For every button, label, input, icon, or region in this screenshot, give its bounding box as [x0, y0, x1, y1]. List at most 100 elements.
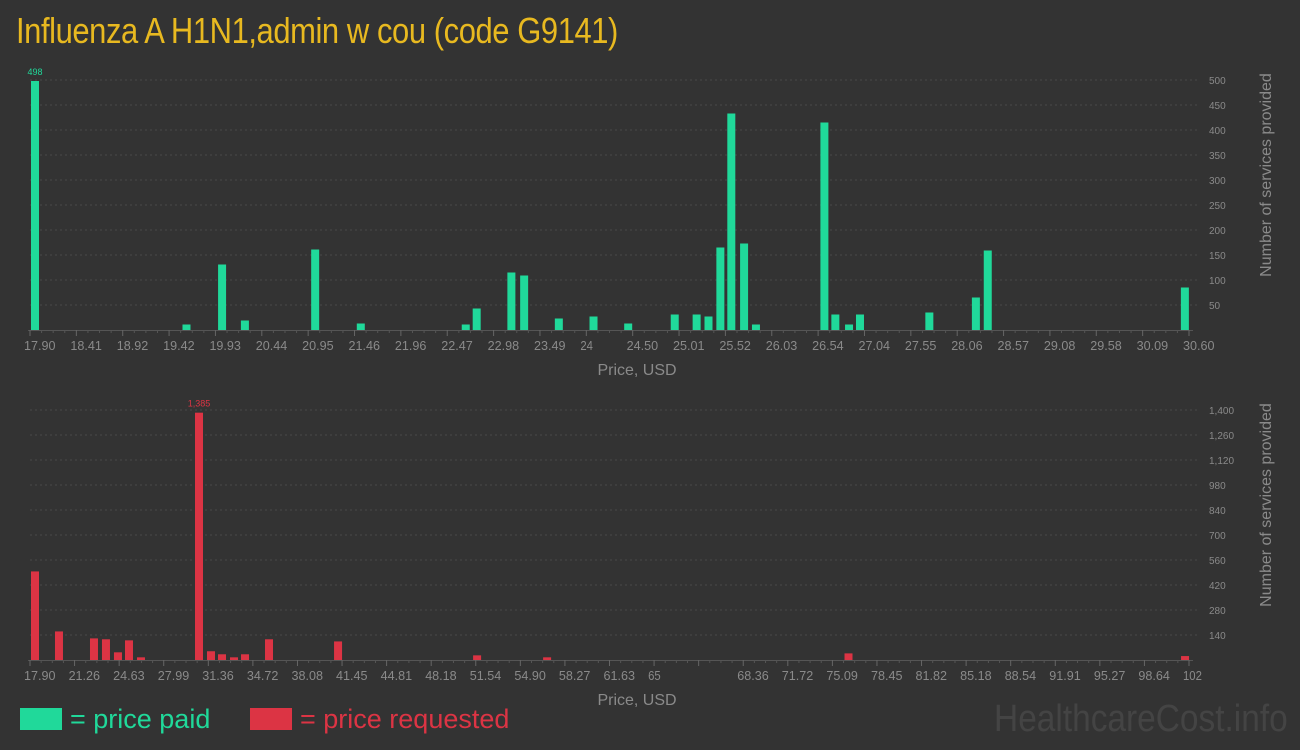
x-tick-label: 51.54	[470, 668, 502, 683]
bar	[241, 654, 250, 660]
y-tick-label: 300	[1209, 176, 1226, 187]
legend-paid: = price paid	[20, 704, 210, 734]
bar	[356, 323, 365, 330]
x-tick-label: 21.46	[349, 338, 381, 353]
bar	[1181, 656, 1190, 660]
x-tick-label: 29.58	[1090, 338, 1122, 353]
bar	[507, 272, 516, 330]
bar	[124, 640, 133, 660]
x-tick-label: 23.49	[534, 338, 566, 353]
bar	[1180, 287, 1189, 330]
y-tick-label: 420	[1209, 581, 1226, 592]
x-tick-label: 31.36	[202, 668, 234, 683]
bar	[31, 81, 39, 330]
x-tick-label: 65	[648, 668, 661, 683]
x-tick-label: 17.90	[24, 668, 56, 683]
bar	[589, 316, 598, 330]
bar	[194, 412, 203, 660]
x-tick-label: 28.57	[998, 338, 1030, 353]
bar	[670, 314, 679, 330]
x-tick-label: 25.01	[673, 338, 705, 353]
legend-requested: = price requested	[250, 704, 509, 734]
bar	[265, 639, 274, 660]
legend-paid-swatch	[20, 708, 62, 730]
x-tick-label: 26.54	[812, 338, 844, 353]
bar	[624, 323, 633, 330]
x-tick-label: 91.91	[1049, 668, 1081, 683]
bar	[473, 655, 482, 660]
x-tick-label: 24.63	[113, 668, 144, 683]
x-axis-title: Price, USD	[597, 362, 676, 379]
y-tick-label: 50	[1209, 301, 1221, 312]
y-tick-label: 140	[1209, 631, 1226, 642]
bar	[845, 324, 854, 330]
y-tick-label: 200	[1209, 226, 1226, 237]
y-tick-label: 1,260	[1209, 431, 1234, 442]
bar	[101, 639, 110, 660]
x-tick-label: 27.04	[858, 338, 890, 353]
x-axis-title: Price, USD	[597, 692, 676, 709]
x-tick-label: 24.50	[627, 338, 659, 353]
bar	[182, 324, 191, 330]
y-tick-label: 150	[1209, 251, 1226, 262]
y-tick-label: 1,400	[1209, 406, 1234, 417]
legend-requested-label: = price requested	[300, 703, 510, 734]
bar	[311, 249, 320, 330]
bar	[218, 654, 227, 660]
y-tick-label: 1,120	[1209, 456, 1234, 467]
y-axis-title: Number of services provided	[1258, 73, 1275, 277]
bar	[751, 324, 760, 330]
bar	[831, 314, 840, 330]
bar	[554, 318, 563, 330]
x-tick-label: 21.96	[395, 338, 427, 353]
x-tick-label: 18.92	[117, 338, 149, 353]
bar	[855, 314, 864, 330]
y-tick-label: 980	[1209, 481, 1226, 492]
bar	[692, 314, 701, 330]
x-tick-label: 21.26	[69, 668, 101, 683]
x-tick-label: 61.63	[604, 668, 636, 683]
watermark: HealthcareCost.info	[994, 698, 1288, 740]
bar	[240, 320, 249, 330]
y-tick-label: 560	[1209, 556, 1226, 567]
x-tick-label: 17.90	[24, 338, 56, 353]
bar	[971, 297, 980, 330]
x-tick-label: 22.47	[441, 338, 473, 353]
bar	[89, 638, 98, 660]
x-tick-label: 98.64	[1138, 668, 1170, 683]
x-tick-label: 22.98	[488, 338, 519, 353]
x-tick-label: 44.81	[381, 668, 413, 683]
x-tick-label: 58.27	[559, 668, 591, 683]
x-tick-label: 34.72	[247, 668, 279, 683]
x-tick-label: 41.45	[336, 668, 368, 683]
x-tick-label: 88.54	[1005, 668, 1037, 683]
x-tick-label: 29.08	[1044, 338, 1076, 353]
x-tick-label: 27.55	[905, 338, 937, 353]
bar	[820, 122, 829, 330]
x-tick-label: 19.93	[209, 338, 241, 353]
chart-price-requested: 140 280 420 560 700 840 980 1,120 1,260 1,400 17.9…	[24, 399, 1275, 709]
y-tick-label: 280	[1209, 606, 1226, 617]
x-tick-label: 71.72	[782, 668, 814, 683]
bar	[31, 571, 39, 660]
legend-paid-label: = price paid	[70, 703, 211, 734]
bar	[983, 250, 992, 330]
bar	[230, 657, 239, 660]
x-tick-label: 30.09	[1137, 338, 1169, 353]
y-axis-title: Number of services provided	[1258, 403, 1275, 607]
x-tick-label: 78.45	[871, 668, 903, 683]
x-tick-label: 95.27	[1094, 668, 1126, 683]
y-tick-label: 450	[1209, 101, 1226, 112]
bar	[727, 113, 736, 330]
x-tick-label: 68.36	[737, 668, 769, 683]
bar	[704, 316, 713, 330]
bar	[716, 247, 725, 330]
bar	[740, 243, 749, 330]
bar	[113, 652, 122, 660]
peak-value-label: 1,385	[188, 399, 211, 409]
legend-requested-swatch	[250, 708, 292, 730]
x-tick-label: 19.42	[163, 338, 195, 353]
bar	[844, 653, 853, 660]
peak-value-label: 498	[27, 67, 42, 77]
